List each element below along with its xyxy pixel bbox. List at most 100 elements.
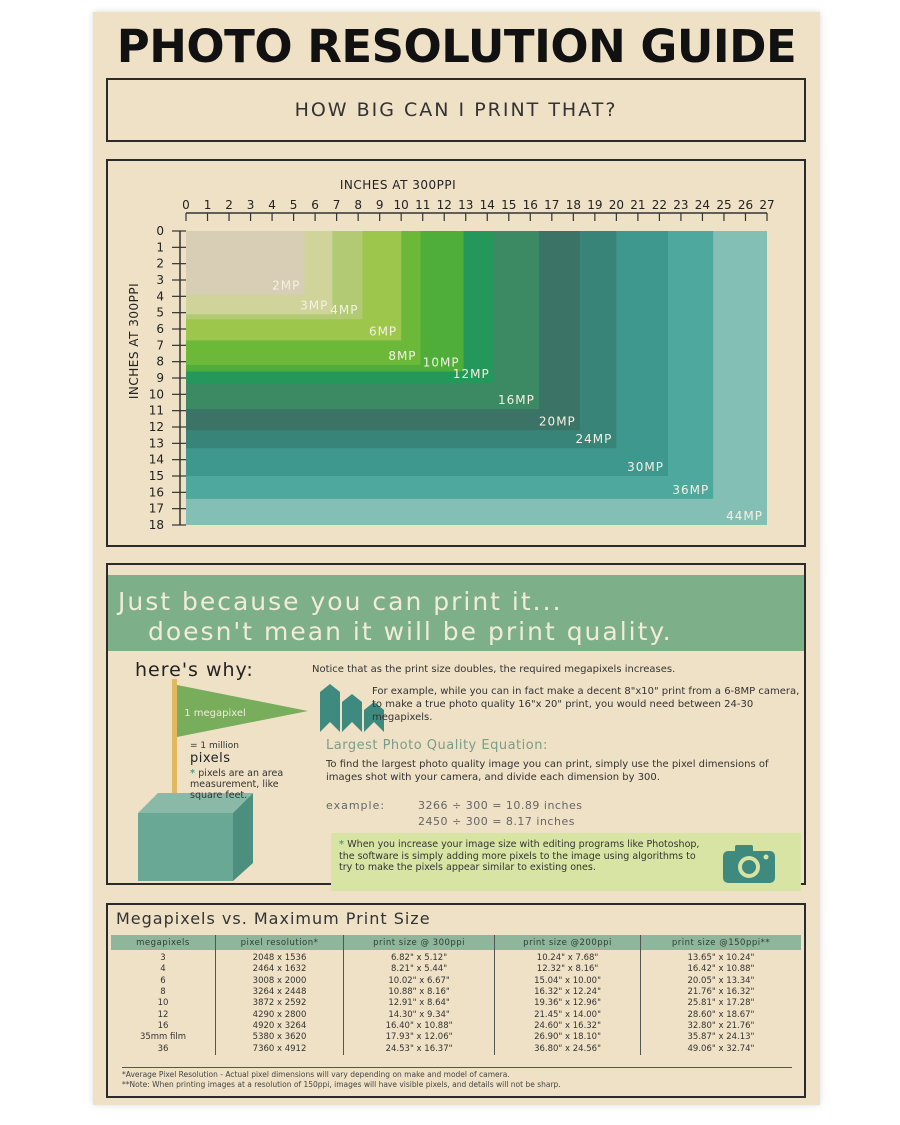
x-tick-label: 4 — [268, 198, 276, 212]
x-tick-label: 2 — [225, 198, 233, 212]
x-tick-label: 12 — [437, 198, 452, 212]
table-cell: 8 — [160, 987, 166, 998]
region-label: 2MP — [272, 279, 300, 293]
x-axis-title: INCHES AT 300PPI — [340, 178, 456, 192]
subtitle: HOW BIG CAN I PRINT THAT? — [294, 99, 618, 121]
editing-note-box: * When you increase your image size with… — [331, 833, 801, 891]
x-tick-label: 18 — [566, 198, 581, 212]
y-tick-label: 12 — [149, 420, 164, 434]
table-cell: 20.05" x 13.34" — [639, 975, 801, 987]
footnote-1: *Average Pixel Resolution - Actual pixel… — [122, 1070, 510, 1079]
table-cell: 5380 x 3620 — [214, 1032, 344, 1044]
banner-line-1: Just because you can print it... — [118, 587, 563, 616]
y-tick-label: 9 — [156, 371, 164, 385]
x-tick-label: 22 — [652, 198, 667, 212]
region-label: 36MP — [672, 483, 709, 497]
table-cell: 36.80" x 24.56" — [494, 1043, 641, 1055]
chart-svg: 44MP36MP30MP24MP20MP16MP12MP10MP8MP6MP4M… — [127, 178, 775, 532]
x-tick-label: 5 — [290, 198, 298, 212]
y-tick-label: 13 — [149, 436, 164, 450]
x-tick-label: 1 — [204, 198, 212, 212]
y-tick-label: 8 — [156, 355, 164, 369]
table-cell: 2048 x 1536 — [214, 950, 344, 965]
table-cell: 36 — [157, 1043, 169, 1054]
megapixel-flag-label: 1 megapixel — [184, 708, 246, 719]
y-tick-label: 4 — [156, 289, 164, 303]
asterisk-icon: * — [339, 839, 348, 850]
cube-icon — [138, 793, 253, 881]
region-2mp — [186, 231, 305, 295]
camera-icon — [723, 845, 775, 883]
growth-bars-icon — [320, 684, 384, 732]
table-header-row: megapixels pixel resolution* print size … — [111, 935, 801, 950]
pennant-flag-icon — [177, 685, 308, 737]
y-tick-label: 6 — [156, 322, 164, 336]
y-tick-label: 16 — [149, 485, 164, 499]
megapixel-illustration — [138, 679, 308, 881]
x-tick-label: 11 — [415, 198, 430, 212]
table-cell: 25.81" x 17.28" — [639, 998, 801, 1010]
x-tick-label: 20 — [609, 198, 624, 212]
table-cell: 49.06" x 32.74" — [639, 1043, 801, 1055]
table-cell: 16.40" x 10.88" — [343, 1020, 495, 1033]
region-label: 3MP — [300, 298, 328, 312]
megapixel-table-section: Megapixels vs. Maximum Print Size megapi… — [106, 903, 806, 1098]
table-cell: 15.04" x 10.00" — [494, 975, 641, 987]
table-title: Megapixels vs. Maximum Print Size — [116, 909, 431, 928]
column-header: pixel resolution* — [214, 935, 344, 950]
table-row: 10 3872 x 2592 12.91" x 8.64" 19.36" x 12.9… — [111, 998, 801, 1010]
poster: PHOTO RESOLUTION GUIDE HOW BIG CAN I PRI… — [93, 12, 820, 1105]
y-tick-label: 3 — [156, 273, 164, 287]
asterisk-icon: * — [190, 768, 199, 779]
table-cell: 6.82" x 5.12" — [343, 950, 495, 965]
table-cell: 16 — [157, 1020, 169, 1031]
equation-paragraph: To find the largest photo quality image … — [326, 759, 769, 783]
x-tick-label: 6 — [311, 198, 319, 212]
table-cell: 4920 x 3264 — [214, 1020, 344, 1033]
table-cell: 32.80" x 21.76" — [639, 1020, 801, 1033]
table-cell: 21.76" x 16.32" — [639, 986, 801, 999]
table-cell: 2464 x 1632 — [214, 964, 344, 976]
region-label: 4MP — [330, 303, 358, 317]
column-header: print size @150ppi** — [639, 935, 801, 950]
table-row: 3 2048 x 1536 6.82" x 5.12" 10.24" x 7.68" 1… — [111, 950, 801, 965]
y-tick-label: 11 — [149, 404, 164, 418]
x-tick-label: 14 — [480, 198, 495, 212]
x-tick-label: 24 — [695, 198, 710, 212]
example-calculation-1: 3266 ÷ 300 = 10.89 inches — [418, 799, 583, 812]
region-label: 6MP — [369, 324, 397, 338]
table-row: 16 4920 x 3264 16.40" x 10.88" 24.60" x 16.… — [111, 1020, 801, 1033]
table-cell: 4 — [160, 964, 166, 975]
table-cell: 7360 x 4912 — [214, 1043, 344, 1055]
x-tick-label: 0 — [182, 198, 190, 212]
table-cell: 3 — [160, 953, 166, 964]
column-header: print size @ 300ppi — [343, 935, 495, 950]
print-size-chart: 44MP 36MP 30MP 24MP 20MP 16MP 12MP 10MP 8MP 6MP 4M… — [106, 159, 806, 547]
pixels-label: pixels — [190, 751, 231, 766]
table-cell: 19.36" x 12.96" — [494, 998, 641, 1010]
y-tick-label: 1 — [156, 240, 164, 254]
table-cell: 13.65" x 10.24" — [639, 950, 801, 965]
y-tick-label: 14 — [149, 453, 164, 467]
example-paragraph: For example, while you can in fact make … — [372, 686, 800, 723]
subtitle-box: HOW BIG CAN I PRINT THAT? — [106, 78, 806, 142]
table-row: 36 7360 x 4912 24.53" x 16.37" 36.80" x 24.… — [111, 1043, 801, 1055]
region-label: 20MP — [539, 414, 576, 428]
table-row: 4 2464 x 1632 8.21" x 5.44" 12.32" x 8.16" 1… — [111, 964, 801, 976]
table-cell: 3872 x 2592 — [214, 998, 344, 1010]
table-cell: 10 — [157, 998, 169, 1009]
table-cell: 3264 x 2448 — [214, 986, 344, 999]
table-cell: 16.32" x 12.24" — [494, 986, 641, 999]
table-cell: 35mm film — [139, 1032, 187, 1043]
region-label: 10MP — [423, 355, 460, 369]
y-tick-label: 18 — [149, 518, 164, 532]
x-tick-label: 8 — [354, 198, 362, 212]
table-cell: 4290 x 2800 — [214, 1009, 344, 1021]
x-tick-label: 15 — [501, 198, 516, 212]
table-cell: 24.53" x 16.37" — [343, 1043, 495, 1055]
heres-why-heading: here's why: — [135, 659, 254, 681]
example-calculation-2: 2450 ÷ 300 = 8.17 inches — [418, 815, 575, 828]
table-cell: 12.91" x 8.64" — [343, 998, 495, 1010]
table-body: 3 2048 x 1536 6.82" x 5.12" 10.24" x 7.68" 1… — [111, 950, 801, 1055]
region-label: 12MP — [453, 367, 490, 381]
